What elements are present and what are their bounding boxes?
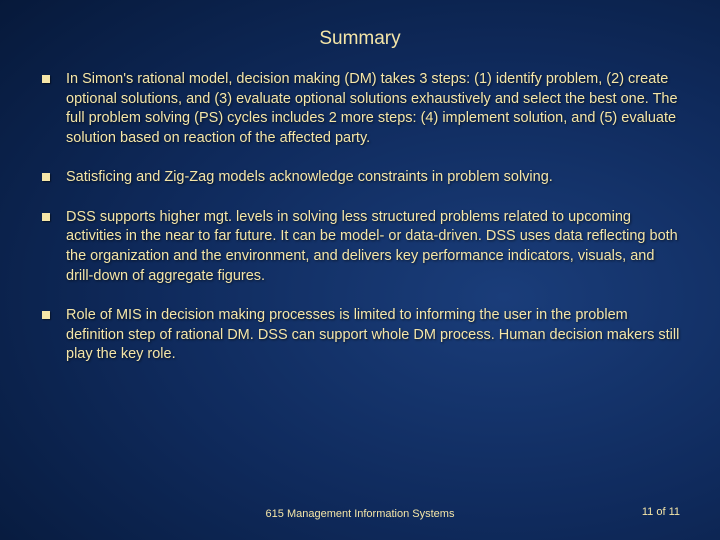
slide-footer: 615 Management Information Systems 11 of… [36,506,684,520]
slide-container: Summary In Simon's rational model, decis… [0,0,720,540]
bullet-item: Satisficing and Zig-Zag models acknowled… [36,168,684,188]
footer-course: 615 Management Information Systems [266,508,455,520]
bullet-item: DSS supports higher mgt. levels in solvi… [36,208,684,286]
footer-page-number: 11 of 11 [642,506,680,518]
bullet-list: In Simon's rational model, decision maki… [36,70,684,506]
bullet-item: Role of MIS in decision making processes… [36,306,684,365]
bullet-item: In Simon's rational model, decision maki… [36,70,684,148]
slide-title: Summary [36,28,684,50]
